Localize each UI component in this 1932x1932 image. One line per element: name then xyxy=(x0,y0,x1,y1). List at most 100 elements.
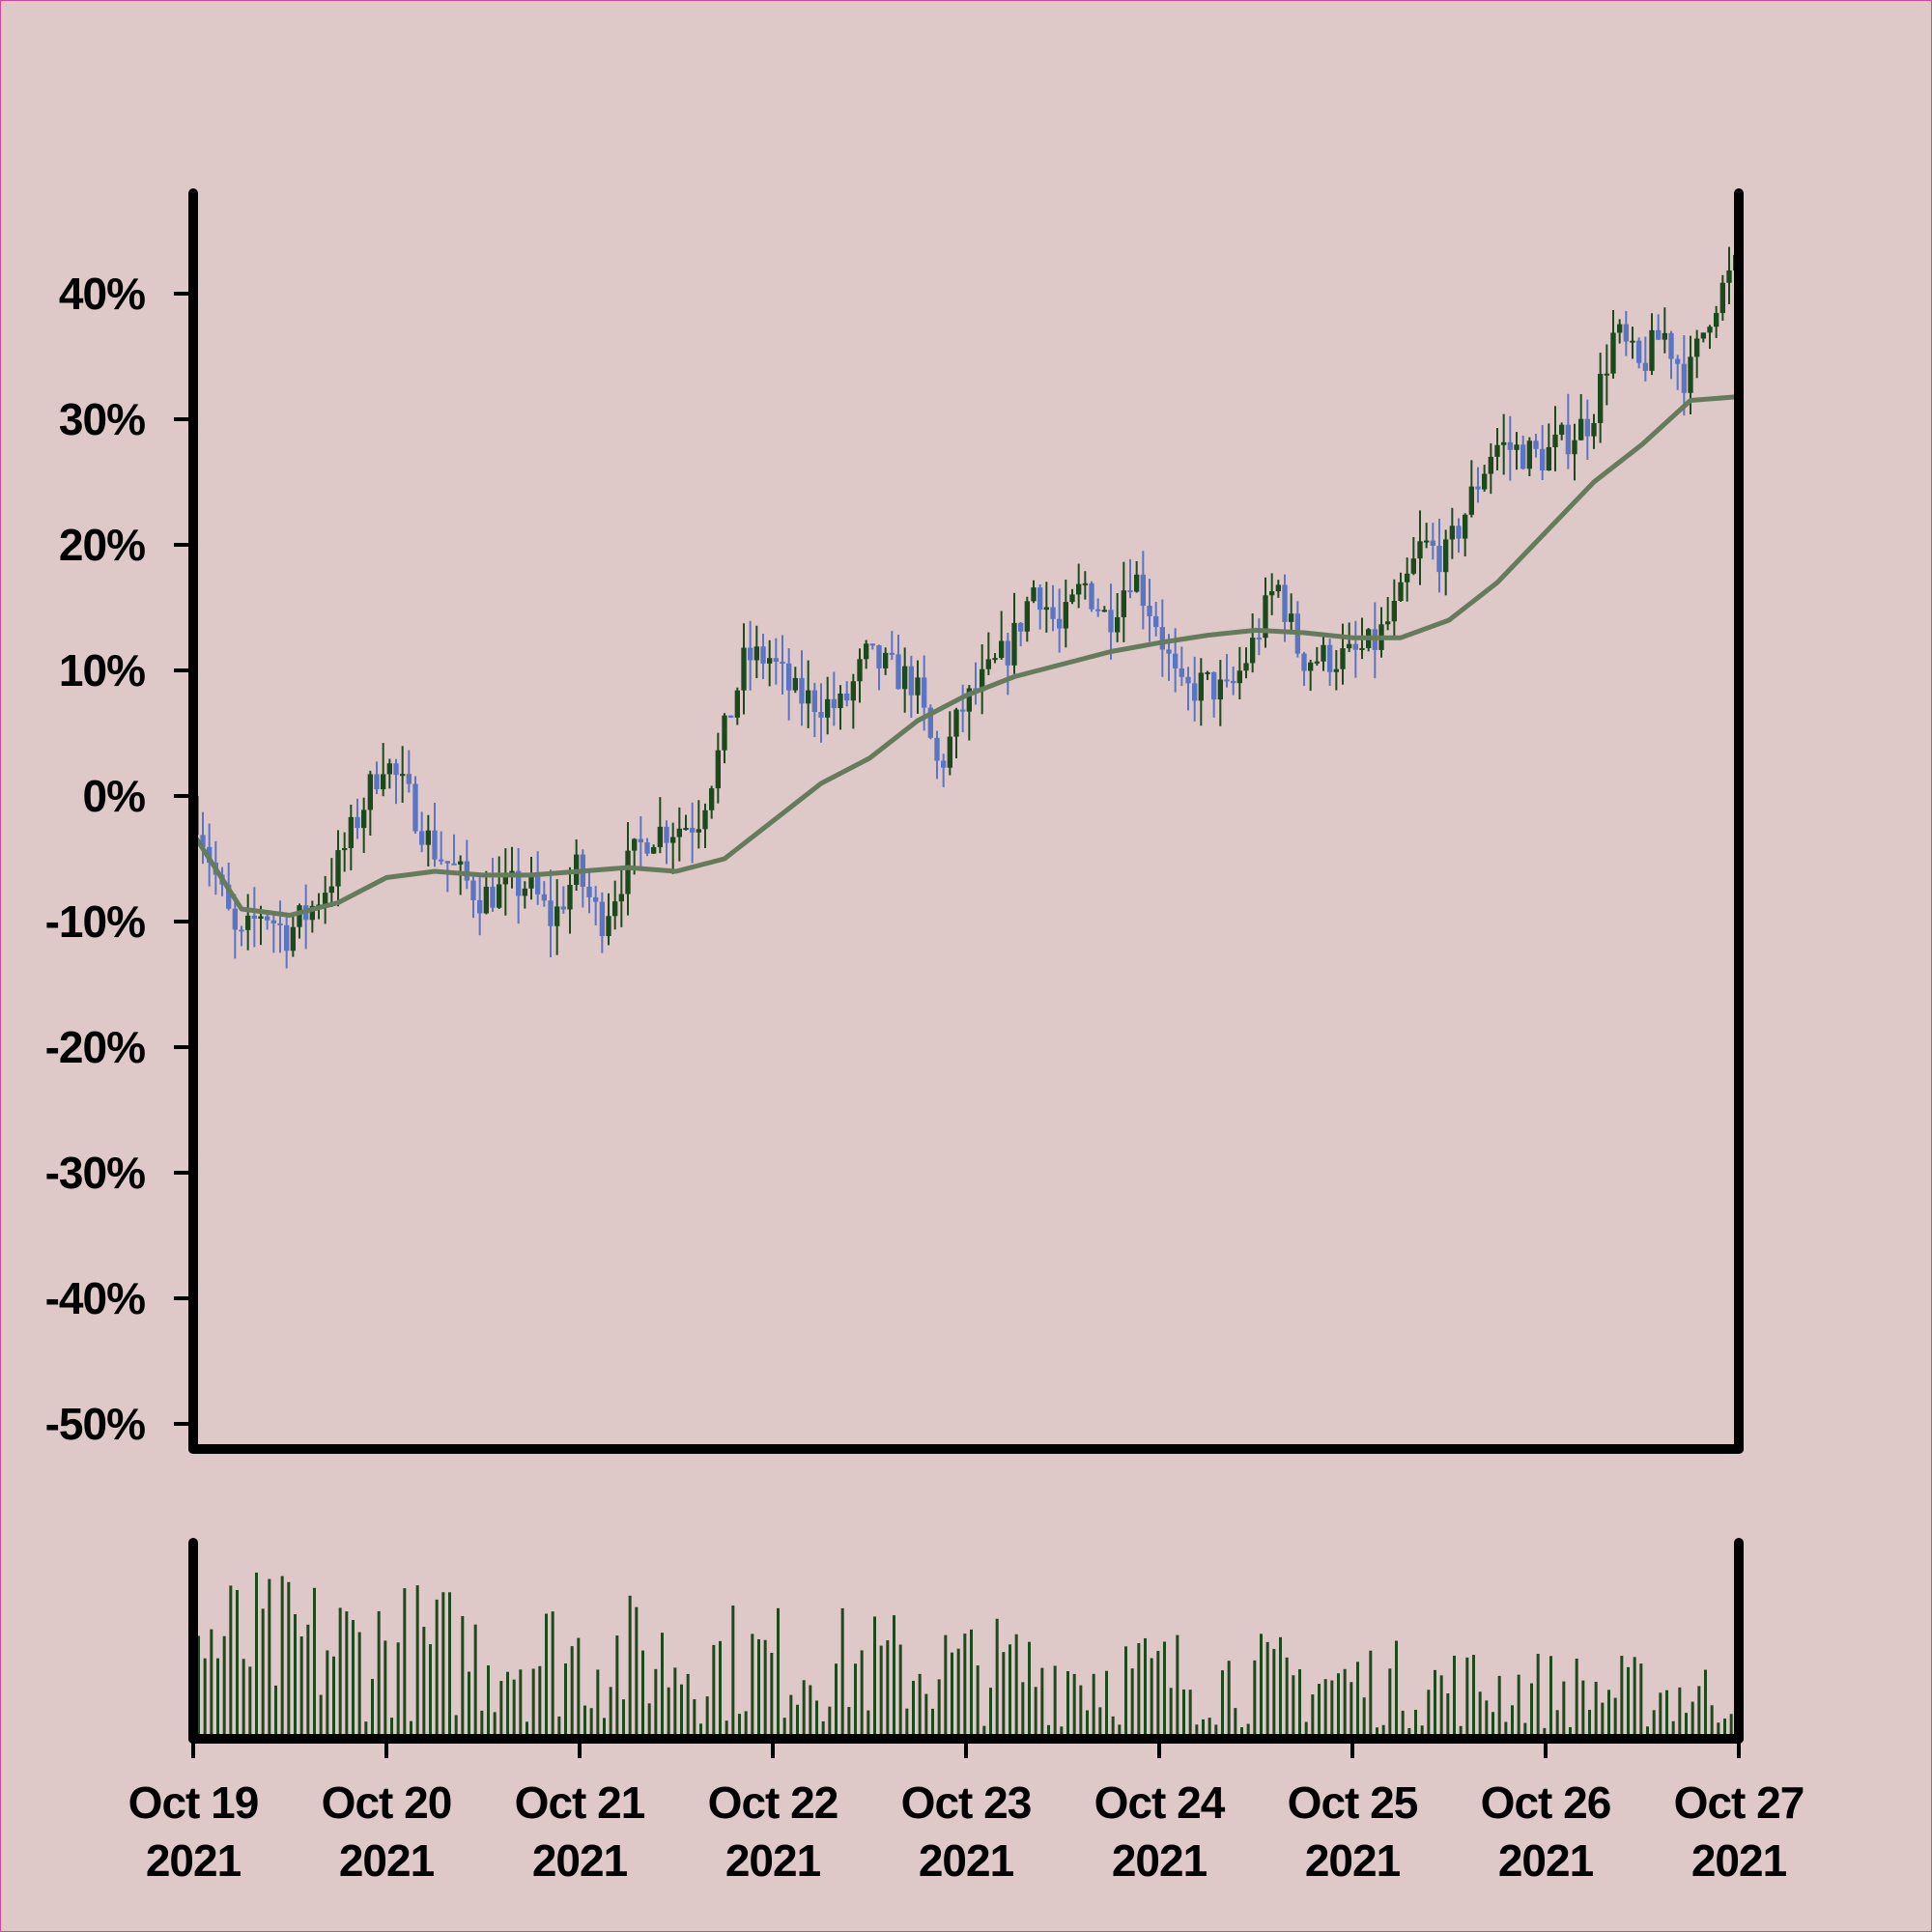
volume-bar xyxy=(1652,1710,1656,1739)
candle-down xyxy=(922,677,927,708)
volume-bar xyxy=(248,1666,252,1739)
volume-bar xyxy=(860,1650,864,1739)
volume-bar xyxy=(526,1721,528,1739)
volume-bar xyxy=(1144,1637,1147,1739)
candle-down xyxy=(1668,332,1674,359)
volume-bar xyxy=(1376,1727,1378,1739)
volume-bar xyxy=(628,1595,632,1739)
candle-up xyxy=(1688,356,1693,393)
x-tick-label-date: Oct 27 xyxy=(1674,1777,1804,1828)
candle-up xyxy=(947,736,952,768)
x-tick-label-date: Oct 21 xyxy=(515,1777,645,1828)
volume-bar xyxy=(1343,1668,1347,1739)
candle-up xyxy=(1694,338,1700,357)
volume-bar xyxy=(989,1688,992,1739)
candle-up xyxy=(670,837,676,843)
volume-bar xyxy=(1034,1687,1037,1739)
volume-bar xyxy=(1221,1670,1224,1739)
volume-bar xyxy=(557,1716,561,1739)
volume-bar xyxy=(693,1699,696,1739)
candle-down xyxy=(419,831,425,845)
candle-down xyxy=(355,816,360,829)
candle-down xyxy=(1159,627,1165,650)
volume-bar xyxy=(268,1578,271,1739)
candle-up xyxy=(1578,418,1584,440)
volume-bar xyxy=(1356,1662,1359,1739)
candle-up xyxy=(502,875,508,885)
candle-down xyxy=(560,906,566,910)
candle-up xyxy=(1488,456,1493,474)
volume-bar xyxy=(493,1712,497,1739)
candle-up xyxy=(1024,601,1030,632)
volume-bar xyxy=(1569,1726,1572,1739)
volume-bar xyxy=(1434,1669,1436,1739)
candle-up xyxy=(1069,594,1075,603)
volume-bar xyxy=(847,1707,851,1739)
candle-up xyxy=(709,788,715,810)
candle-up xyxy=(522,888,527,896)
volume-bar xyxy=(770,1652,774,1739)
candle-up xyxy=(606,916,611,937)
candle-up xyxy=(1424,540,1430,543)
candle-down xyxy=(831,698,837,709)
candle-down xyxy=(1565,424,1571,455)
volume-bar xyxy=(583,1705,586,1739)
candle-up xyxy=(1572,440,1577,455)
volume-bar xyxy=(641,1650,644,1739)
candle-up xyxy=(1617,324,1623,333)
candle-up xyxy=(676,828,682,838)
candle-up xyxy=(483,886,489,914)
y-tick-label: -50% xyxy=(45,1399,145,1449)
volume-bar xyxy=(1021,1682,1025,1739)
volume-bar xyxy=(1427,1690,1431,1739)
candle-up xyxy=(1333,668,1339,672)
volume-bar xyxy=(197,1635,200,1739)
x-tick-label-year: 2021 xyxy=(919,1835,1014,1886)
candle-down xyxy=(1211,671,1217,700)
x-tick-label-date: Oct 25 xyxy=(1288,1777,1418,1828)
candle-up xyxy=(323,893,328,905)
volume-bar xyxy=(1453,1655,1456,1739)
candle-down xyxy=(200,835,206,847)
candle-down xyxy=(1642,362,1648,371)
volume-bar xyxy=(1395,1640,1398,1739)
volume-bar xyxy=(1092,1673,1095,1739)
volume-bar xyxy=(506,1671,509,1739)
volume-bar xyxy=(1646,1726,1649,1739)
candle-down xyxy=(818,712,824,718)
volume-bar xyxy=(1014,1634,1018,1739)
candle-up xyxy=(290,926,296,952)
axes xyxy=(174,188,1744,1758)
candle-down xyxy=(1352,643,1358,650)
volume-bar xyxy=(1253,1660,1257,1739)
volume-bar xyxy=(1588,1710,1591,1739)
volume-bar xyxy=(1697,1686,1701,1739)
candle-down xyxy=(1327,644,1333,672)
y-tick-labels: 40% 30% 20% 10% 0% -10% -20% -30% -40% -50% xyxy=(45,269,146,1449)
candle-up xyxy=(1526,440,1532,469)
volume-bar xyxy=(1195,1724,1199,1739)
volume-bar xyxy=(280,1576,284,1739)
candle-up xyxy=(696,829,701,833)
volume-bar xyxy=(931,1708,934,1739)
volume-bar xyxy=(1523,1722,1527,1739)
candle-down xyxy=(470,880,476,900)
x-tick-label-year: 2021 xyxy=(339,1835,435,1886)
candle-up xyxy=(966,688,972,712)
volume-bar xyxy=(564,1662,567,1739)
candle-up xyxy=(425,830,431,845)
volume-bar xyxy=(854,1663,857,1739)
candle-down xyxy=(1282,584,1288,622)
candle-down xyxy=(1185,676,1191,684)
candle-up xyxy=(838,693,843,709)
volume-bar xyxy=(1105,1670,1108,1739)
candle-down xyxy=(239,929,244,932)
candle-up xyxy=(1591,422,1597,437)
volume-bar xyxy=(255,1572,258,1739)
volume-bar xyxy=(468,1671,470,1739)
candle-up xyxy=(1662,332,1667,340)
volume-bar xyxy=(364,1721,368,1739)
candle-down xyxy=(516,870,522,896)
candle-down xyxy=(1153,615,1159,628)
candle-down xyxy=(1089,582,1094,610)
